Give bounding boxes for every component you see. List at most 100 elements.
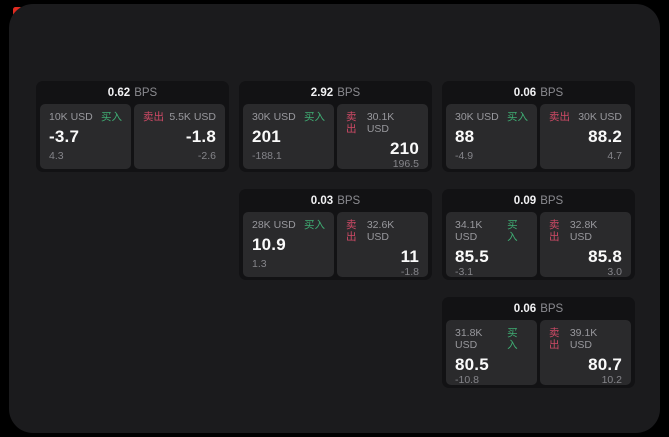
quote-card: 0.09 BPS 34.1K USD 买入 85.5 -3.1 卖出 32.8K…: [442, 189, 635, 280]
quote-tiles: 28K USD 买入 10.9 1.3 卖出 32.6K USD 11 -1.8: [243, 212, 428, 278]
buy-tag: 买入: [507, 111, 528, 123]
buy-tile[interactable]: 31.8K USD 买入 80.5 -10.8: [446, 320, 537, 386]
buy-delta: -3.1: [455, 266, 474, 278]
buy-amount: 30K USD: [252, 111, 296, 123]
sell-tag: 卖出: [143, 111, 164, 123]
buy-amount: 28K USD: [252, 219, 296, 231]
bps-header: 0.03 BPS: [243, 189, 428, 212]
sell-tile-top: 卖出 30K USD: [549, 111, 622, 123]
buy-amount: 30K USD: [455, 111, 499, 123]
sell-price: 85.8: [588, 247, 622, 266]
sell-tile[interactable]: 卖出 30K USD 88.2 4.7: [540, 104, 631, 169]
sell-delta: -1.8: [400, 266, 419, 278]
buy-tile-top: 10K USD 买入: [49, 111, 122, 123]
sell-tag: 卖出: [346, 111, 357, 135]
sell-amount: 30.1K USD: [366, 111, 395, 135]
bps-unit-label: BPS: [134, 86, 158, 99]
bps-unit-label: BPS: [337, 86, 361, 99]
bps-unit-label: BPS: [540, 194, 564, 207]
buy-tile[interactable]: 30K USD 买入 88 -4.9: [446, 104, 537, 169]
bps-value: 0.03: [310, 194, 334, 207]
sell-tag: 卖出: [549, 219, 560, 243]
buy-tile[interactable]: 28K USD 买入 10.9 1.3: [243, 212, 334, 277]
buy-price: -3.7: [49, 127, 80, 146]
buy-amount: 34.1K USD: [455, 219, 483, 243]
bps-value: 0.06: [513, 86, 537, 99]
buy-price: 85.5: [455, 247, 489, 266]
sell-amount: 5.5K USD: [169, 111, 216, 123]
bps-header: 0.62 BPS: [40, 81, 225, 104]
buy-tag: 买入: [507, 327, 518, 351]
sell-tile[interactable]: 卖出 39.1K USD 80.7 10.2: [540, 320, 631, 386]
bps-value: 0.62: [107, 86, 131, 99]
sell-delta: 196.5: [392, 158, 419, 170]
sell-tile-top: 卖出 5.5K USD: [143, 111, 216, 123]
buy-tile-top: 31.8K USD 买入: [455, 327, 528, 351]
buy-tile-top: 30K USD 买入: [455, 111, 528, 123]
buy-delta: -10.8: [455, 374, 479, 386]
buy-price: 10.9: [252, 235, 286, 254]
buy-price: 88: [455, 127, 475, 146]
buy-tag: 买入: [304, 219, 325, 231]
sell-amount: 32.8K USD: [569, 219, 598, 243]
sell-tag: 卖出: [549, 111, 570, 123]
quote-card: 0.06 BPS 30K USD 买入 88 -4.9 卖出 30K USD 8…: [442, 81, 635, 172]
sell-tile-top: 卖出 32.8K USD: [549, 219, 622, 243]
buy-tag: 买入: [304, 111, 325, 123]
bps-header: 0.06 BPS: [446, 297, 631, 320]
sell-tile-top: 卖出 30.1K USD: [346, 111, 419, 135]
sell-delta: -2.6: [197, 150, 216, 162]
sell-price: 11: [400, 247, 419, 266]
bps-value: 0.06: [513, 302, 537, 315]
buy-tile[interactable]: 10K USD 买入 -3.7 4.3: [40, 104, 131, 169]
quote-tiles: 34.1K USD 买入 85.5 -3.1 卖出 32.8K USD 85.8…: [446, 212, 631, 278]
quote-card: 0.62 BPS 10K USD 买入 -3.7 4.3 卖出 5.5K USD…: [36, 81, 229, 172]
sell-tag: 卖出: [549, 327, 560, 351]
buy-delta: 1.3: [252, 258, 267, 270]
sell-tile-top: 卖出 39.1K USD: [549, 327, 622, 351]
quote-tiles: 10K USD 买入 -3.7 4.3 卖出 5.5K USD -1.8 -2.…: [40, 104, 225, 169]
sell-tile[interactable]: 卖出 30.1K USD 210 196.5: [337, 104, 428, 170]
sell-delta: 10.2: [601, 374, 622, 386]
sell-delta: 3.0: [607, 266, 622, 278]
bps-value: 2.92: [310, 86, 334, 99]
sell-amount: 30K USD: [578, 111, 622, 123]
buy-tile[interactable]: 34.1K USD 买入 85.5 -3.1: [446, 212, 537, 278]
buy-price: 80.5: [455, 355, 489, 374]
bps-unit-label: BPS: [540, 86, 564, 99]
quote-card: 0.06 BPS 31.8K USD 买入 80.5 -10.8 卖出 39.1…: [442, 297, 635, 388]
buy-tile-top: 34.1K USD 买入: [455, 219, 528, 243]
buy-delta: -4.9: [455, 150, 474, 162]
sell-tile[interactable]: 卖出 32.8K USD 85.8 3.0: [540, 212, 631, 278]
bps-unit-label: BPS: [337, 194, 361, 207]
cards-grid: 0.62 BPS 10K USD 买入 -3.7 4.3 卖出 5.5K USD…: [36, 81, 635, 388]
quote-card: 0.03 BPS 28K USD 买入 10.9 1.3 卖出 32.6K US…: [239, 189, 432, 280]
buy-amount: 10K USD: [49, 111, 93, 123]
buy-tile[interactable]: 30K USD 买入 201 -188.1: [243, 104, 334, 169]
sell-amount: 39.1K USD: [569, 327, 598, 351]
sell-price: 88.2: [588, 127, 622, 146]
bps-header: 2.92 BPS: [243, 81, 428, 104]
quotes-panel: 0.62 BPS 10K USD 买入 -3.7 4.3 卖出 5.5K USD…: [9, 4, 660, 433]
sell-tile[interactable]: 卖出 5.5K USD -1.8 -2.6: [134, 104, 225, 169]
bps-value: 0.09: [513, 194, 537, 207]
buy-delta: -188.1: [252, 150, 282, 162]
buy-tile-top: 28K USD 买入: [252, 219, 325, 231]
sell-price: 210: [390, 139, 419, 158]
quote-tiles: 30K USD 买入 201 -188.1 卖出 30.1K USD 210 1…: [243, 104, 428, 170]
bps-unit-label: BPS: [540, 302, 564, 315]
buy-delta: 4.3: [49, 150, 64, 162]
quote-card: 2.92 BPS 30K USD 买入 201 -188.1 卖出 30.1K …: [239, 81, 432, 172]
buy-amount: 31.8K USD: [455, 327, 483, 351]
quote-tiles: 30K USD 买入 88 -4.9 卖出 30K USD 88.2 4.7: [446, 104, 631, 169]
sell-tile[interactable]: 卖出 32.6K USD 11 -1.8: [337, 212, 428, 278]
quote-tiles: 31.8K USD 买入 80.5 -10.8 卖出 39.1K USD 80.…: [446, 320, 631, 386]
buy-tag: 买入: [101, 111, 122, 123]
buy-price: 201: [252, 127, 281, 146]
bps-header: 0.09 BPS: [446, 189, 631, 212]
buy-tag: 买入: [507, 219, 518, 243]
sell-price: 80.7: [588, 355, 622, 374]
buy-tile-top: 30K USD 买入: [252, 111, 325, 123]
bps-header: 0.06 BPS: [446, 81, 631, 104]
